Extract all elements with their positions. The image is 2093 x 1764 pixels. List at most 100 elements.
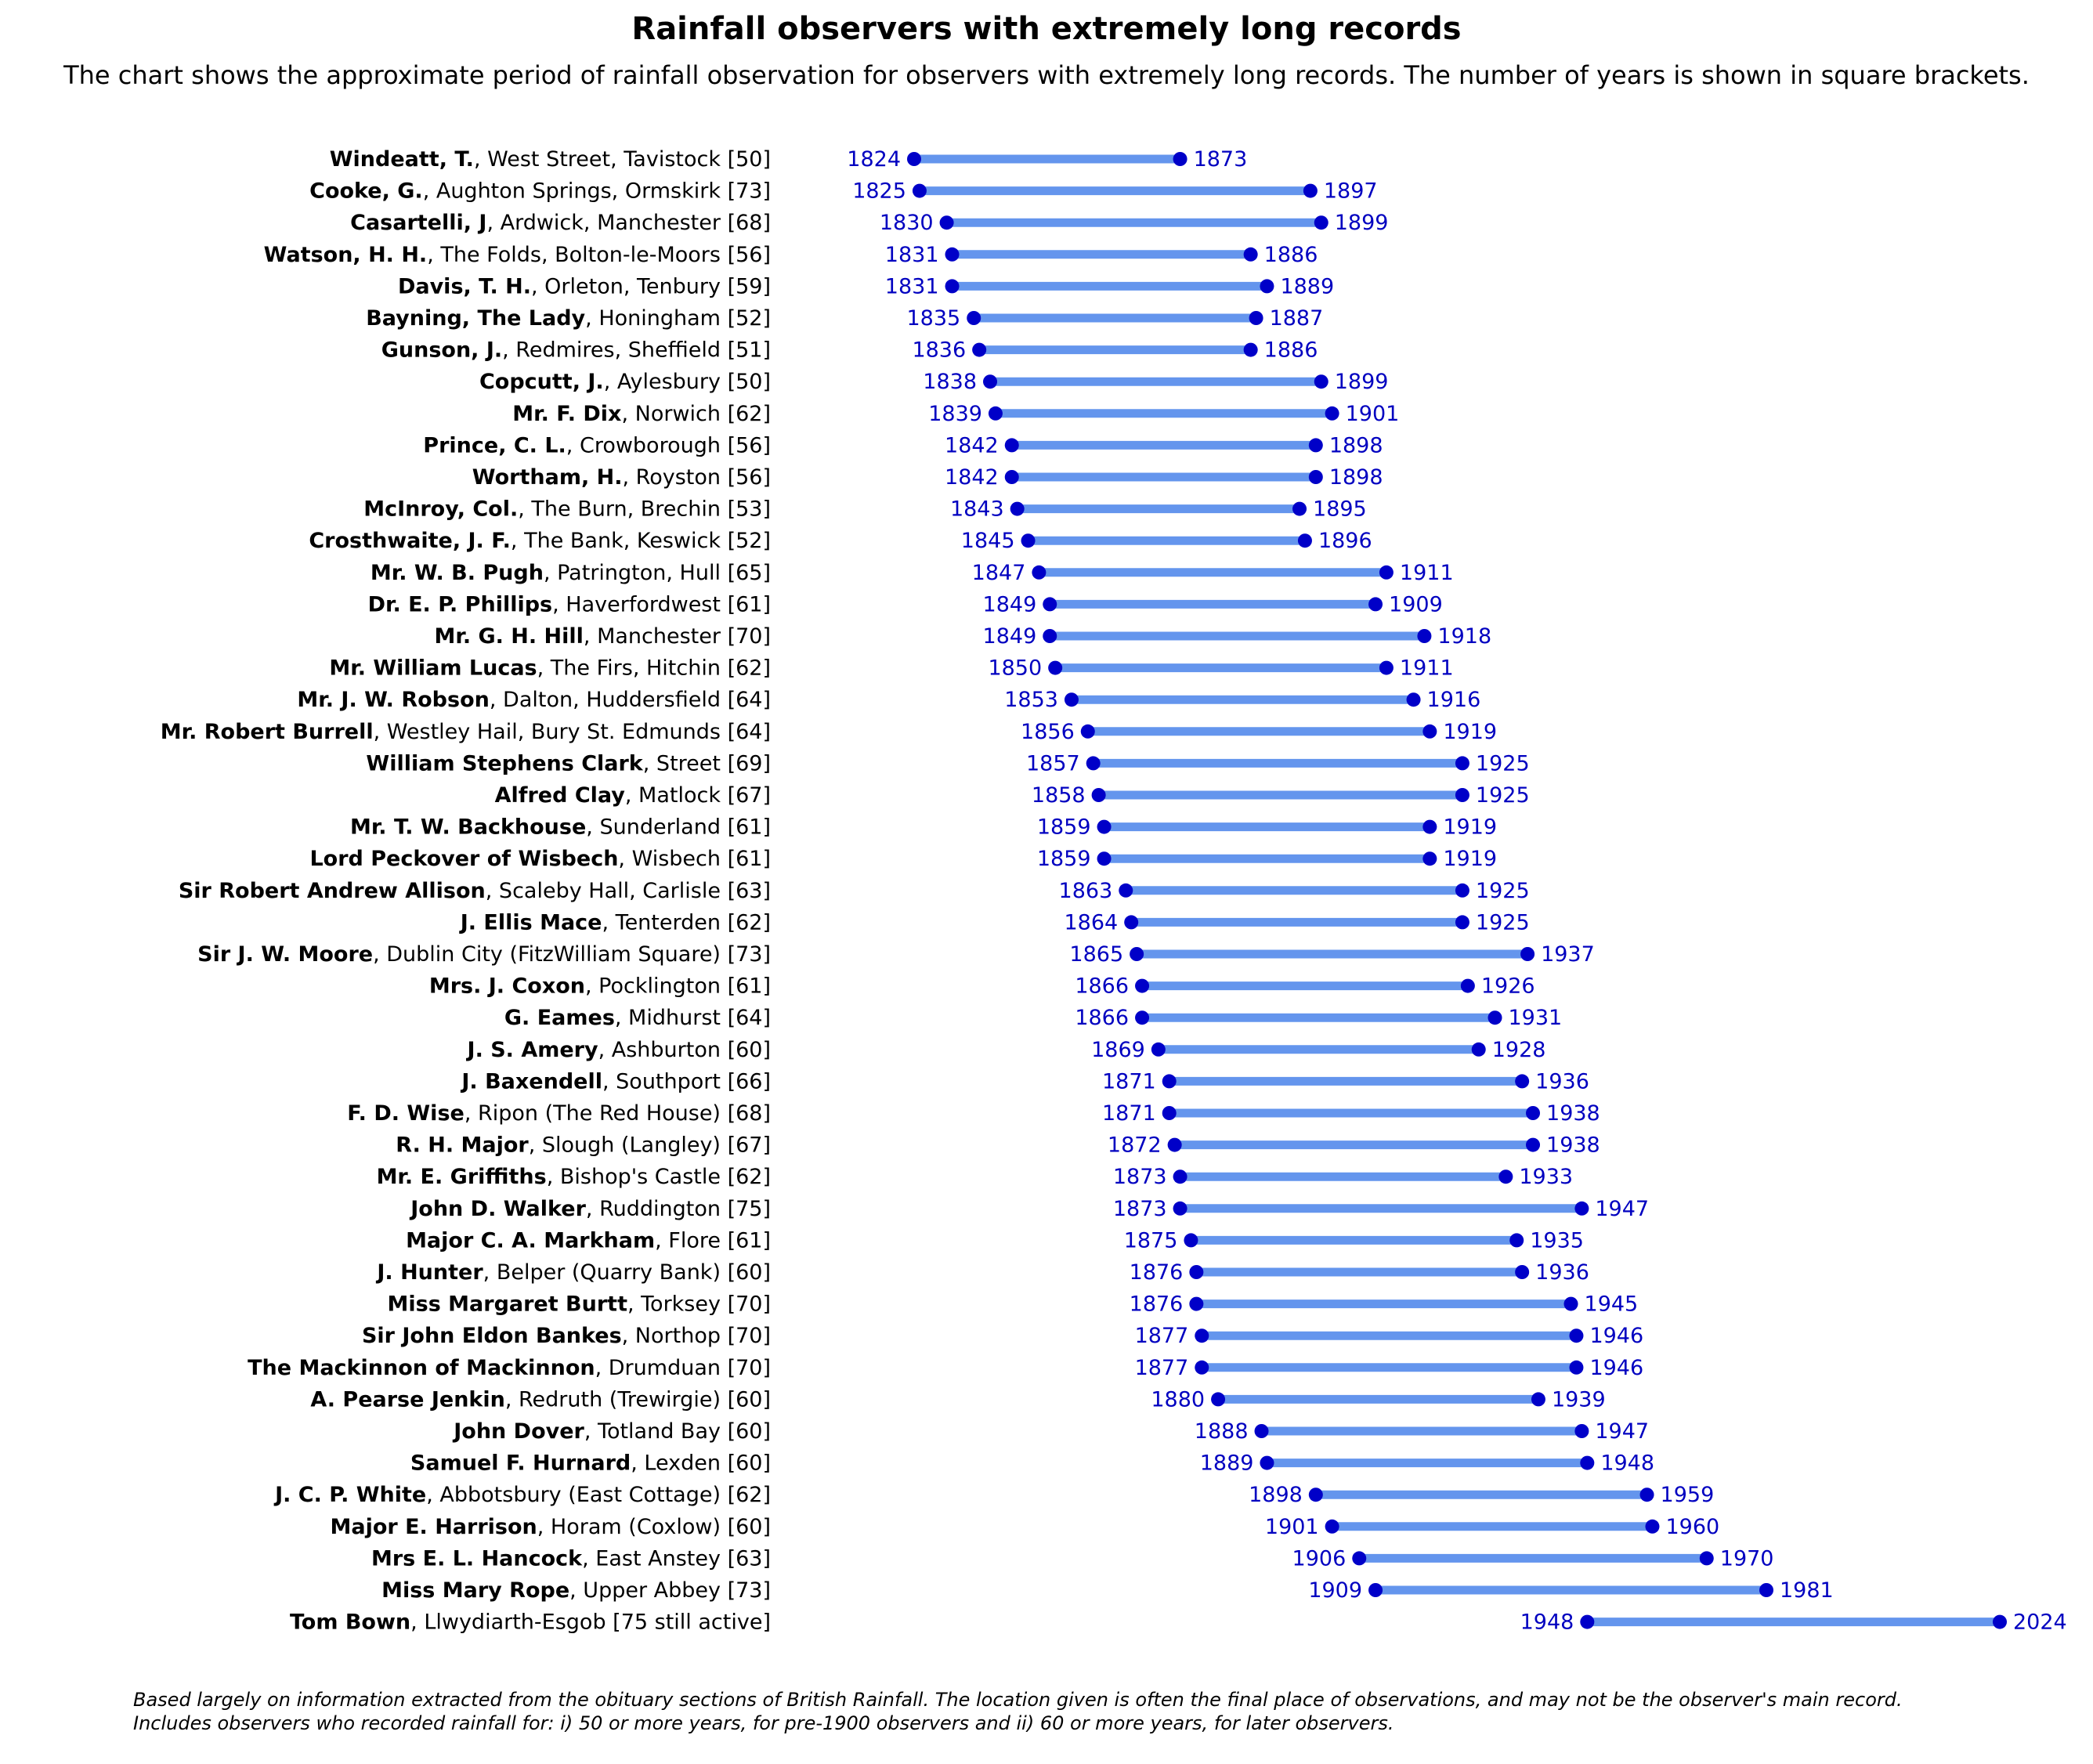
observer-years: [60] xyxy=(728,1038,771,1062)
observer-name: Sir J. W. Moore xyxy=(197,942,373,967)
observer-name: J. C. P. White xyxy=(273,1483,426,1507)
observer-years: [75] xyxy=(728,1197,771,1221)
observer-row: Mr. William Lucas, The Firs, Hitchin [62… xyxy=(329,656,1453,681)
start-marker xyxy=(1010,501,1025,516)
observer-name: A. Pearse Jenkin xyxy=(310,1387,504,1412)
observer-label: Mr. J. W. Robson, Dalton, Huddersfield [… xyxy=(297,688,771,712)
start-year-label: 1871 xyxy=(1102,1101,1156,1126)
end-year-label: 1960 xyxy=(1665,1515,1719,1539)
observer-name: Mr. William Lucas xyxy=(329,656,537,681)
observer-row: Alfred Clay, Matlock [67] 1858 1925 xyxy=(495,783,1530,808)
observer-name: Mrs. J. Coxon xyxy=(429,974,585,999)
end-marker xyxy=(1297,533,1312,548)
observer-name: Lord Peckover of Wisbech xyxy=(309,847,618,871)
observer-row: Sir John Eldon Bankes, Northop [70] 1877 1… xyxy=(362,1324,1643,1348)
observer-location: , Westley Hail, Bury St. Edmunds xyxy=(374,720,728,744)
observer-row: J. S. Amery, Ashburton [60] 1869 1928 xyxy=(466,1038,1546,1062)
end-year-label: 1928 xyxy=(1492,1038,1546,1062)
observer-label: Major C. A. Markham, Flore [61] xyxy=(406,1228,771,1253)
observer-name: Mr. G. H. Hill xyxy=(434,624,583,649)
end-marker xyxy=(1580,1455,1595,1470)
chart-subtitle: The chart shows the approximate period o… xyxy=(63,60,2030,90)
observer-label: Watson, H. H., The Folds, Bolton-le-Moor… xyxy=(264,243,771,267)
start-marker xyxy=(1135,1010,1150,1025)
end-marker xyxy=(1314,374,1328,389)
observer-row: Lord Peckover of Wisbech, Wisbech [61] 18… xyxy=(309,847,1497,871)
observer-location: , Dalton, Huddersfield xyxy=(490,688,728,712)
end-marker xyxy=(1422,851,1437,866)
end-marker xyxy=(1526,1137,1541,1152)
start-year-label: 1825 xyxy=(852,179,906,204)
observer-label: Sir J. W. Moore, Dublin City (FitzWillia… xyxy=(197,942,771,967)
start-marker xyxy=(1368,1583,1383,1597)
observer-label: William Stephens Clark, Street [69] xyxy=(366,751,771,775)
observer-location: , Aylesbury xyxy=(604,370,728,394)
observer-years: [60] xyxy=(728,1387,771,1412)
start-marker xyxy=(1151,1042,1166,1057)
end-marker xyxy=(1488,1010,1502,1025)
start-marker xyxy=(1032,565,1046,580)
end-marker xyxy=(1406,692,1421,707)
observer-row: Watson, H. H., The Folds, Bolton-le-Moor… xyxy=(264,243,1318,267)
observer-row: F. D. Wise, Ripon (The Red House) [68] 18… xyxy=(347,1101,1600,1126)
end-year-label: 1898 xyxy=(1329,433,1383,457)
observer-name: Major C. A. Markham xyxy=(406,1228,655,1253)
observer-years: [63] xyxy=(728,879,771,903)
end-year-label: 1946 xyxy=(1589,1324,1643,1348)
start-year-label: 1898 xyxy=(1249,1483,1303,1507)
end-marker xyxy=(1569,1360,1584,1375)
start-year-label: 1836 xyxy=(912,338,966,363)
observer-name: William Stephens Clark xyxy=(366,751,643,775)
observer-years: [66] xyxy=(728,1069,771,1093)
observer-location: , Drumduan xyxy=(595,1356,728,1380)
end-marker xyxy=(1639,1487,1654,1502)
observer-row: The Mackinnon of Mackinnon, Drumduan [70… xyxy=(248,1356,1643,1380)
observer-location: , The Burn, Brechin xyxy=(518,497,727,522)
end-year-label: 1895 xyxy=(1313,497,1367,522)
start-year-label: 1888 xyxy=(1195,1419,1249,1444)
end-marker xyxy=(1993,1614,2007,1629)
observer-label: Cooke, G., Aughton Springs, Ormskirk [73… xyxy=(309,179,771,204)
observer-label: J. Baxendell, Southport [66] xyxy=(460,1069,771,1093)
observer-years: [60] xyxy=(728,1515,771,1539)
observer-location: , Sunderland xyxy=(586,815,727,840)
footnote-line-1: Based largely on information extracted f… xyxy=(133,1689,1903,1711)
observer-location: , The Folds, Bolton-le-Moors xyxy=(427,243,727,267)
observer-years: [50] xyxy=(728,147,771,172)
observer-years: [62] xyxy=(728,1165,771,1189)
end-year-label: 1887 xyxy=(1270,306,1324,331)
end-year-label: 1938 xyxy=(1546,1133,1600,1158)
observer-label: Wortham, H., Royston [56] xyxy=(472,465,771,490)
end-year-label: 1886 xyxy=(1264,338,1318,363)
observer-location: , Northop xyxy=(622,1324,728,1348)
end-year-label: 1925 xyxy=(1476,783,1530,808)
observer-name: Wortham, H. xyxy=(472,465,623,490)
end-marker xyxy=(1526,1106,1541,1120)
observer-row: Sir Robert Andrew Allison, Scaleby Hall,… xyxy=(179,879,1530,903)
end-year-label: 1886 xyxy=(1264,243,1318,267)
observer-row: Crosthwaite, J. F., The Bank, Keswick [5… xyxy=(309,529,1372,553)
end-marker xyxy=(1379,565,1394,580)
observer-label: Mr. William Lucas, The Firs, Hitchin [62… xyxy=(329,656,771,681)
observer-location: , Torksey xyxy=(627,1292,728,1317)
end-marker xyxy=(1417,629,1432,643)
observer-name: Mr. W. B. Pugh xyxy=(371,561,544,585)
observer-location: , Bishop's Castle xyxy=(547,1165,728,1189)
end-year-label: 1909 xyxy=(1389,592,1443,616)
start-year-label: 1871 xyxy=(1102,1069,1156,1093)
end-marker xyxy=(1498,1169,1513,1184)
start-year-label: 1857 xyxy=(1026,751,1080,775)
end-marker xyxy=(1368,597,1383,612)
observer-years: [70] xyxy=(728,1292,771,1317)
observer-name: Mr. E. Griffiths xyxy=(377,1165,547,1189)
start-marker xyxy=(1167,1137,1182,1152)
observer-years: [70] xyxy=(728,1324,771,1348)
observer-row: Mr. F. Dix, Norwich [62] 1839 1901 xyxy=(512,402,1399,426)
observer-location: , Dublin City (FitzWilliam Square) xyxy=(373,942,727,967)
start-year-label: 1839 xyxy=(928,402,982,426)
start-year-label: 1869 xyxy=(1091,1038,1145,1062)
start-marker xyxy=(1195,1360,1209,1375)
observer-years: [64] xyxy=(728,688,771,712)
start-marker xyxy=(907,152,921,166)
